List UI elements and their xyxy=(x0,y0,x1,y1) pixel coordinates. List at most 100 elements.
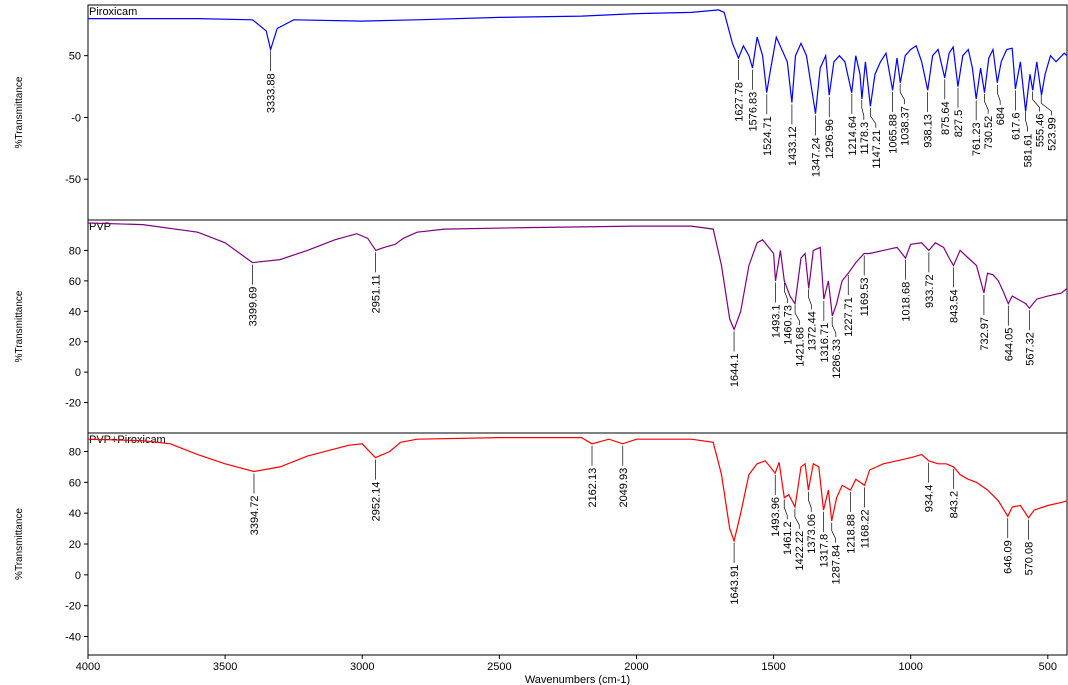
peak-label: 1286.33 xyxy=(831,339,843,379)
peak-label: 1460.73 xyxy=(782,305,794,345)
peak-label: 567.32 xyxy=(1024,332,1036,366)
peak-leader xyxy=(808,491,812,512)
y-tick-label: 60 xyxy=(69,477,81,489)
peak-label: 1627.78 xyxy=(734,82,746,122)
peak-label: 3333.88 xyxy=(266,73,278,113)
y-axis-label: %Transmittance xyxy=(14,76,25,148)
peak-label: 1373.06 xyxy=(806,514,818,554)
peak-label: 827.5 xyxy=(953,110,965,138)
y-tick-label: 60 xyxy=(69,276,81,288)
peak-label: 1065.88 xyxy=(888,114,900,154)
peak-label: 1317.8 xyxy=(819,534,831,568)
peak-leader xyxy=(831,317,837,338)
peak-label: 617.6 xyxy=(1011,112,1023,140)
peak-leader xyxy=(1025,111,1028,132)
peak-label: 2951.11 xyxy=(371,274,383,313)
peak-label: 1421.68 xyxy=(794,327,806,367)
peak-label: 1643.91 xyxy=(729,565,741,605)
spectrum-line xyxy=(88,9,1068,114)
peak-label: 2952.14 xyxy=(370,482,382,522)
panel-frame xyxy=(87,4,1068,221)
x-tick-label: 1500 xyxy=(761,661,785,673)
y-tick-label: -20 xyxy=(65,601,81,613)
y-tick-label: 50 xyxy=(69,51,81,63)
peak-label: 1461.2 xyxy=(782,521,794,555)
x-tick-label: 2000 xyxy=(624,661,648,673)
peak-label: 644.05 xyxy=(1003,328,1015,362)
x-tick-label: 500 xyxy=(1039,661,1057,673)
y-axis-label: %Transmittance xyxy=(14,508,25,580)
panel-frame xyxy=(87,219,1068,434)
y-tick-label: -40 xyxy=(65,632,81,644)
x-tick-label: 3000 xyxy=(350,661,374,673)
peak-leader xyxy=(899,84,905,105)
peak-leader xyxy=(869,107,877,128)
y-tick-label: 40 xyxy=(69,306,81,318)
peak-label: 1316.71 xyxy=(819,323,831,363)
peak-label: 581.61 xyxy=(1023,134,1035,168)
peak-label: 875.64 xyxy=(940,101,952,135)
peak-label: 1576.83 xyxy=(748,92,760,132)
x-tick-label: 3500 xyxy=(213,661,237,673)
peak-label: 1218.88 xyxy=(846,514,858,554)
peak-leader xyxy=(996,84,1001,105)
peak-leader xyxy=(861,99,865,120)
peak-label: 1644.1 xyxy=(729,353,741,387)
peak-label: 684 xyxy=(995,107,1007,125)
peak-label: 732.97 xyxy=(979,317,991,351)
peak-leader xyxy=(808,289,812,310)
peak-leader xyxy=(1040,95,1052,116)
peak-leader xyxy=(1032,91,1040,112)
peak-label: 843.54 xyxy=(949,289,961,323)
peak-label: 1169.53 xyxy=(859,277,871,316)
peak-label: 1347.24 xyxy=(810,137,822,177)
y-tick-label: 40 xyxy=(69,508,81,520)
peak-label: 938.13 xyxy=(923,114,935,148)
peak-label: 3394.72 xyxy=(249,496,261,536)
peak-label: 1493.1 xyxy=(770,304,782,338)
y-tick-label: 80 xyxy=(69,245,81,257)
y-tick-label: 0 xyxy=(75,570,81,582)
x-tick-label: 2500 xyxy=(487,661,511,673)
x-axis-label: Wavenumbers (cm-1) xyxy=(525,674,630,685)
y-tick-label: -50 xyxy=(65,174,81,186)
peak-label: 1296.96 xyxy=(824,119,836,159)
y-tick-label: 20 xyxy=(69,539,81,551)
peak-label: 1038.37 xyxy=(900,106,912,146)
peak-leader xyxy=(783,283,788,304)
spectrum-line xyxy=(87,222,1068,332)
peak-label: 730.52 xyxy=(983,116,995,150)
peak-label: 843.2 xyxy=(949,491,961,519)
x-tick-label: 4000 xyxy=(76,661,100,673)
y-tick-label: 80 xyxy=(69,447,81,459)
peak-label: 1214.64 xyxy=(847,116,859,156)
series-name: Piroxicam xyxy=(89,6,137,18)
peak-label: 523.99 xyxy=(1047,117,1059,151)
y-tick-label: -20 xyxy=(65,398,81,410)
peak-label: 3399.69 xyxy=(248,287,260,327)
peak-label: 1372.44 xyxy=(806,311,818,351)
peak-label: 2162.13 xyxy=(587,468,599,508)
x-tick-label: 1000 xyxy=(898,661,922,673)
peak-label: 1422.22 xyxy=(794,531,806,571)
peak-leader xyxy=(831,522,836,543)
peak-leader xyxy=(783,499,788,520)
peak-label: 2049.93 xyxy=(618,468,630,508)
peak-label: 1168.22 xyxy=(860,509,872,548)
peak-leader xyxy=(794,305,800,326)
spectrum-line xyxy=(87,437,1068,544)
peak-label: 1287.84 xyxy=(831,545,843,585)
peak-label: 933.72 xyxy=(924,274,936,308)
peak-label: 1227.71 xyxy=(843,297,855,337)
peak-label: 1178.3 xyxy=(859,122,871,155)
peak-label: 934.4 xyxy=(924,485,936,513)
peak-label: 1433.12 xyxy=(787,126,799,166)
peak-label: 1018.68 xyxy=(901,282,913,322)
peak-leader xyxy=(984,93,989,114)
peak-label: 761.23 xyxy=(971,122,983,156)
peak-label: 1524.71 xyxy=(762,116,774,156)
peak-label: 555.46 xyxy=(1035,114,1047,148)
peak-label: 646.09 xyxy=(1003,540,1015,574)
peak-label: 1493.96 xyxy=(770,497,782,537)
